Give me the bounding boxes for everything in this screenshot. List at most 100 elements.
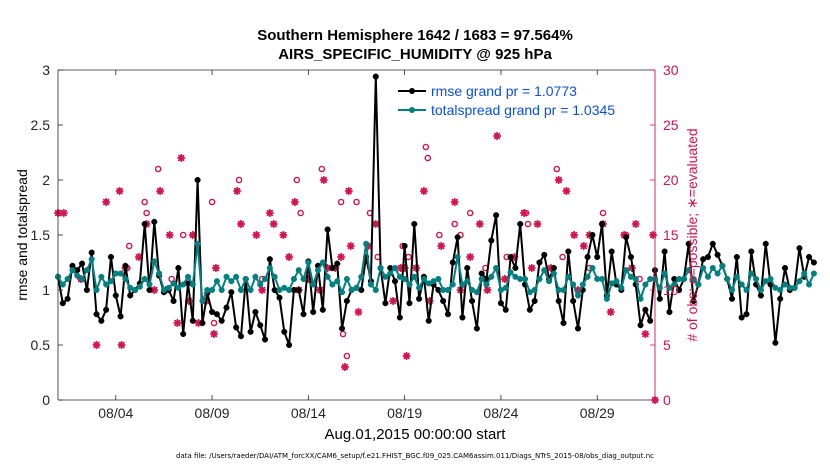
rmse-point <box>261 336 269 343</box>
obs-evaluated-marker <box>284 252 294 262</box>
y-right-tick-label: 0 <box>663 392 671 408</box>
totalspread-point <box>743 286 750 294</box>
totalspread-point <box>180 281 187 288</box>
rmse-point <box>334 260 341 267</box>
rmse-point <box>266 256 273 263</box>
rmse-point <box>762 240 769 247</box>
totalspread-point <box>391 264 399 272</box>
rmse-point <box>329 264 336 272</box>
obs-evaluated-marker <box>290 197 299 207</box>
obs-evaluated-marker <box>150 285 159 295</box>
totalspread-point <box>671 281 678 288</box>
rmse-point <box>247 328 254 335</box>
obs-evaluated-marker <box>344 186 353 196</box>
totalspread-point <box>213 278 220 285</box>
rmse-point <box>59 300 66 307</box>
x-tick-label: 08/04 <box>98 405 133 421</box>
rmse-point <box>743 311 750 318</box>
totalspread-point <box>334 278 341 285</box>
obs-evaluated-marker <box>184 296 194 306</box>
totalspread-point <box>728 286 736 294</box>
y-left-tick-label: 0.5 <box>31 337 51 353</box>
rmse-point <box>512 264 519 272</box>
rmse-point <box>709 240 716 247</box>
obs-evaluated-marker <box>425 296 434 306</box>
x-tick-label: 08/19 <box>387 405 422 421</box>
totalspread-point <box>382 273 389 280</box>
totalspread-point <box>74 272 81 279</box>
rmse-point <box>295 286 302 294</box>
totalspread-point <box>550 270 557 277</box>
rmse-point <box>411 220 418 228</box>
totalspread-point <box>339 289 346 296</box>
totalspread-point <box>719 262 726 269</box>
rmse-point <box>444 311 452 318</box>
obs-evaluated-marker <box>269 219 278 229</box>
axes: 08/04 08/09 08/14 08/19 08/24 08/29 0 0.5 1 1.5 2 2… <box>14 62 700 421</box>
obs-possible-marker <box>524 220 532 228</box>
totalspread-point <box>493 264 500 272</box>
rmse-point <box>339 325 346 332</box>
rmse-point <box>401 242 408 250</box>
totalspread-point <box>781 281 789 288</box>
obs-evaluated-marker <box>252 230 261 240</box>
obs-evaluated-marker <box>117 340 126 350</box>
obs-possible-marker <box>208 198 216 206</box>
rmse-point <box>416 295 423 302</box>
totalspread-point <box>117 270 124 277</box>
obs-possible-marker <box>451 220 459 228</box>
obs-evaluated-marker <box>527 263 536 273</box>
totalspread-point <box>642 281 649 288</box>
obs-evaluated-marker <box>340 362 350 372</box>
totalspread-point <box>806 281 813 288</box>
totalspread-point <box>319 259 326 266</box>
totalspread-point <box>93 286 100 294</box>
totalspread-point <box>314 267 322 274</box>
totalspread-point <box>570 281 577 288</box>
totalspread-point <box>444 286 452 294</box>
rmse-point <box>550 264 557 272</box>
legend-label-totalspread: totalspread grand pr = 1.0345 <box>431 102 615 118</box>
rmse-point <box>233 324 240 331</box>
totalspread-point <box>295 267 302 274</box>
obs-evaluated-marker <box>492 131 502 141</box>
obs-evaluated-marker <box>155 186 165 196</box>
totalspread-point <box>88 256 95 263</box>
totalspread-point <box>146 281 153 288</box>
totalspread-point <box>584 273 591 280</box>
rmse-point <box>440 297 447 305</box>
totalspread-point <box>59 281 66 288</box>
totalspread-point <box>435 275 442 283</box>
rmse-point <box>98 317 105 324</box>
totalspread-point <box>680 275 687 283</box>
totalspread-point <box>589 264 596 272</box>
totalspread-point <box>613 278 620 285</box>
totalspread-point <box>661 270 668 277</box>
rmse-point <box>382 300 389 307</box>
rmse-point <box>714 251 721 258</box>
obs-evaluated-marker <box>279 230 288 240</box>
totalspread-point <box>521 275 529 283</box>
rmse-point <box>310 308 317 316</box>
totalspread-point <box>175 284 182 291</box>
totalspread-point <box>151 258 158 265</box>
totalspread-point <box>300 275 307 283</box>
y-left-tick-label: 3 <box>42 62 50 78</box>
obs-evaluated-marker <box>258 285 267 295</box>
totalspread-point <box>656 284 663 291</box>
obs-evaluated-marker <box>209 329 219 339</box>
rmse-point <box>478 270 485 277</box>
rmse-point <box>276 294 283 301</box>
rmse-point <box>117 313 124 320</box>
obs-evaluated-marker <box>400 263 409 273</box>
totalspread-point <box>156 270 163 277</box>
totalspread-point <box>416 284 423 291</box>
obs-evaluated-marker <box>554 175 563 185</box>
rmse-point <box>324 226 331 233</box>
rmse-point <box>570 297 577 305</box>
totalspread-point <box>411 273 418 280</box>
rmse-point <box>806 253 813 261</box>
obs-evaluated-marker <box>346 241 355 251</box>
rmse-point <box>468 297 476 305</box>
totalspread-point <box>637 295 644 302</box>
